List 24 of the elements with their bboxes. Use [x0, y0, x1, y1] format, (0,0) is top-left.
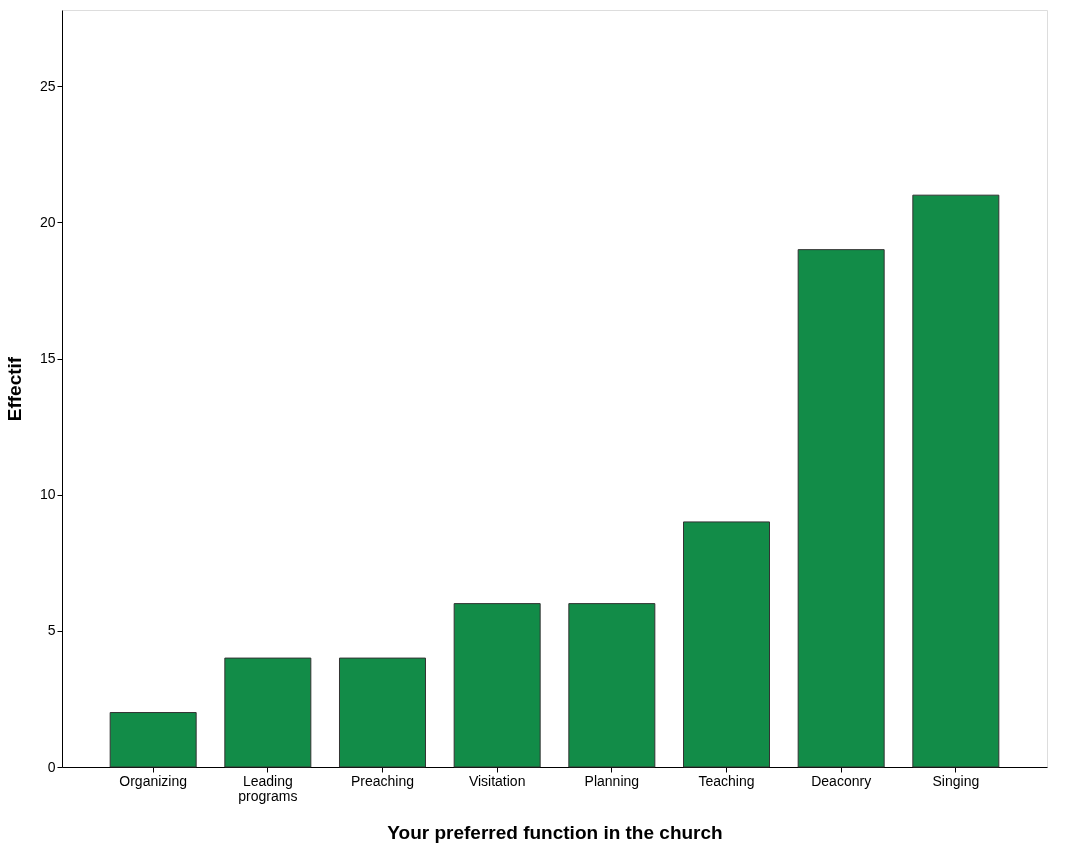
bar: [912, 194, 1000, 768]
x-tick-label: Preaching: [350, 772, 415, 789]
x-tick-label: Teaching: [698, 772, 755, 789]
y-tick-label: 25: [39, 77, 56, 94]
y-axis-title: Effectif: [3, 356, 25, 422]
bar: [568, 603, 656, 768]
x-tick-label: Visitation: [468, 772, 526, 789]
x-tick-label: Organizing: [119, 772, 188, 789]
y-tick-label: 20: [39, 213, 56, 230]
bar: [109, 712, 197, 768]
x-axis-title: Your preferred function in the church: [387, 821, 723, 843]
x-tick-label: Singing: [932, 772, 980, 789]
x-tick-label: Deaconry: [811, 772, 872, 789]
y-tick-label: 15: [39, 350, 56, 367]
y-tick-label: 10: [39, 486, 56, 503]
x-tick-label: Planning: [584, 772, 640, 789]
bar: [797, 249, 885, 768]
y-tick-label: 0: [47, 758, 56, 775]
x-tick-label: Leading programs: [238, 772, 298, 804]
bar: [453, 603, 541, 768]
bar: [683, 521, 770, 768]
y-tick-label: 5: [47, 622, 56, 639]
bar: [224, 657, 312, 768]
bar: [339, 657, 426, 768]
